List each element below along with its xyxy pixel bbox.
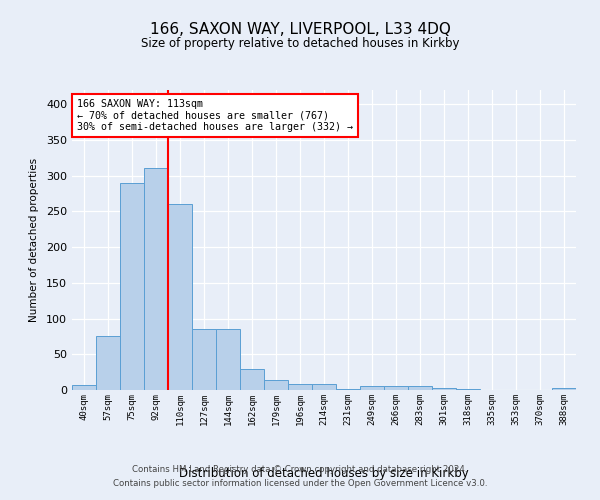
X-axis label: Distribution of detached houses by size in Kirkby: Distribution of detached houses by size … (179, 466, 469, 479)
Bar (168, 204, 192, 390)
Text: 166 SAXON WAY: 113sqm
← 70% of detached houses are smaller (767)
30% of semi-det: 166 SAXON WAY: 113sqm ← 70% of detached … (77, 99, 353, 132)
Bar (336, 388, 360, 390)
Bar (72, 385, 96, 390)
Bar (264, 380, 288, 390)
Bar (312, 384, 336, 390)
Bar (384, 386, 408, 390)
Bar (408, 386, 432, 390)
Bar (432, 388, 456, 390)
Bar (96, 336, 120, 390)
Bar (216, 330, 240, 390)
Text: Contains HM Land Registry data © Crown copyright and database right 2024.
Contai: Contains HM Land Registry data © Crown c… (113, 466, 487, 487)
Bar (120, 183, 144, 390)
Bar (192, 330, 216, 390)
Y-axis label: Number of detached properties: Number of detached properties (29, 158, 39, 322)
Bar (552, 388, 576, 390)
Bar (144, 168, 168, 390)
Bar (360, 386, 384, 390)
Bar (240, 370, 264, 390)
Text: 166, SAXON WAY, LIVERPOOL, L33 4DQ: 166, SAXON WAY, LIVERPOOL, L33 4DQ (149, 22, 451, 38)
Bar (288, 384, 312, 390)
Text: Size of property relative to detached houses in Kirkby: Size of property relative to detached ho… (141, 38, 459, 51)
